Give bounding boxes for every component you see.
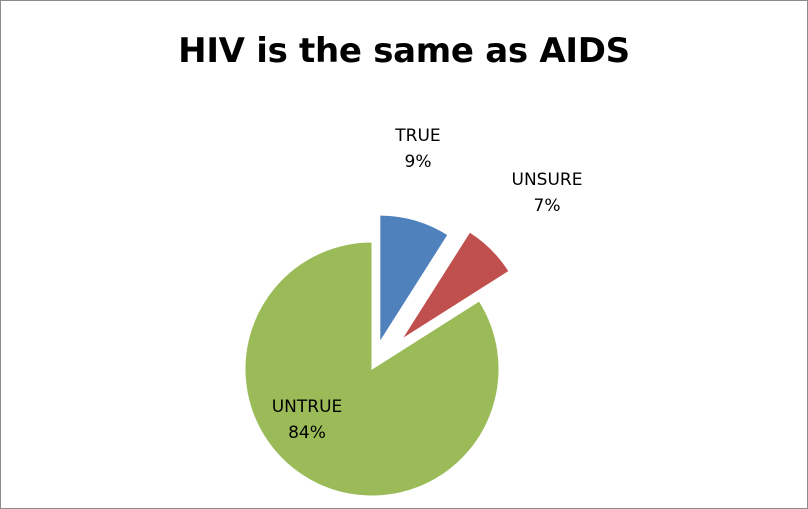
slice-label-name-untrue: UNTRUE: [272, 397, 343, 417]
slice-label-percent-unsure: 7%: [534, 196, 561, 216]
pie-slice-untrue: [244, 241, 500, 497]
slice-label-name-unsure: UNSURE: [512, 170, 583, 190]
slice-label-percent-true: 9%: [405, 152, 432, 172]
pie-slice-unsure: [401, 231, 510, 340]
pie-slice-true: [379, 214, 449, 344]
data-label-unsure: UNSURE 7%: [512, 170, 583, 216]
chart-title: HIV is the same as AIDS: [178, 31, 630, 71]
slice-label-name-true: TRUE: [394, 126, 440, 146]
data-label-true: TRUE 9%: [394, 126, 440, 172]
slice-label-percent-untrue: 84%: [288, 423, 326, 443]
data-label-untrue: UNTRUE 84%: [272, 397, 343, 443]
